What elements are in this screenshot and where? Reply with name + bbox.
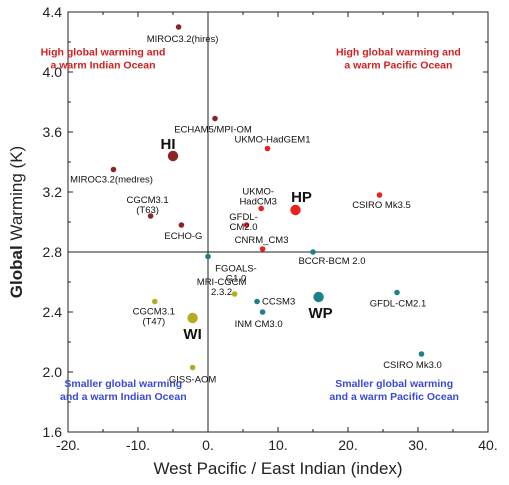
data-point-inm-cm3-0 — [259, 309, 266, 315]
point-label-mri-cgcm-2-3-2: MRI-CGCM 2.3.2 — [197, 277, 247, 298]
x-tick-label: -20. — [56, 437, 80, 453]
y-tick-label: 2.4 — [43, 304, 63, 320]
point-label-inm-cm3-0: INM CM3.0 — [235, 319, 283, 330]
quadrant-label-wi: Smaller global warming and a warm Indian … — [60, 378, 187, 403]
y-axis-label: Global Warming (K) — [7, 146, 26, 298]
axis-ticks: -20. -10. 0. 10. 20. 30. 40. 1.6 2.0 2.4 2.8 3.2 3.6… — [43, 4, 498, 453]
data-point-hp — [290, 204, 301, 216]
x-tick-label: -10. — [126, 437, 150, 453]
data-point-echo-g — [178, 222, 185, 228]
data-point-mri-cgcm-2-3-2 — [231, 291, 238, 297]
point-label-echam5-mpi-om: ECHAM5/MPI-OM — [174, 125, 252, 136]
data-point-ccsm3 — [254, 298, 260, 305]
point-label-ccsm3: CCSM3 — [262, 297, 295, 308]
data-point-cgcm3-1-t47- — [152, 298, 158, 305]
point-label-hp: HP — [291, 189, 312, 206]
data-point-miroc3-2-medres- — [110, 166, 117, 173]
point-label-wi: WI — [183, 326, 201, 343]
y-tick-label: 4.4 — [43, 4, 63, 20]
y-tick-label: 3.6 — [43, 124, 63, 140]
quadrant-label-hi: High global warming and a warm Indian Oce… — [41, 47, 166, 72]
data-point-ukmo-hadgem1 — [264, 145, 271, 152]
data-point-fgoals-g1-0 — [205, 253, 211, 260]
quadrant-label-hp: High global warming and a warm Pacific Oc… — [336, 47, 461, 72]
point-label-giss-aom: GISS-AOM — [169, 375, 217, 386]
point-label-csiro-mk3-5: CSIRO Mk3.5 — [352, 200, 411, 211]
x-tick-label: 30. — [408, 437, 427, 453]
y-tick-label: 2.0 — [43, 364, 63, 380]
y-axis-label-rest: Warming (K) — [7, 146, 26, 246]
data-point-wi — [187, 312, 198, 324]
y-tick-label: 3.2 — [43, 184, 63, 200]
data-point-csiro-mk3-0 — [418, 351, 425, 357]
data-point-gfdl-cm2-0 — [243, 222, 250, 228]
x-tick-label: 10. — [268, 437, 287, 453]
point-label-gfdl-cm2-1: GFDL-CM2.1 — [370, 299, 426, 310]
data-point-csiro-mk3-5 — [376, 192, 383, 198]
point-label-miroc3-2-hires-: MIROC3.2(hires) — [147, 34, 219, 45]
quadrant-label-wp: Smaller global warming and a warm Pacific… — [329, 378, 459, 403]
data-points — [110, 24, 425, 371]
point-label-hi: HI — [161, 136, 176, 153]
reference-lines — [68, 12, 488, 432]
x-tick-label: 40. — [478, 437, 497, 453]
point-label-cgcm3-1-t47-: CGCM3.1 (T47) — [133, 307, 175, 328]
data-point-hi — [167, 150, 179, 162]
point-label-csiro-mk3-0: CSIRO Mk3.0 — [383, 360, 442, 371]
point-label-gfdl-cm2-0: GFDL-CM2.0 — [229, 212, 258, 233]
point-label-cnrm-cm3: CNRM_CM3 — [235, 235, 289, 246]
data-point-wp — [313, 291, 324, 303]
x-tick-label: 0. — [202, 437, 214, 453]
point-label-cgcm3-1-t63-: CGCM3.1 (T63) — [126, 195, 168, 216]
data-point-cnrm-cm3 — [259, 246, 266, 252]
point-label-bccr-bcm-2-0: BCCR-BCM 2.0 — [298, 256, 365, 267]
y-tick-label: 1.6 — [43, 424, 63, 440]
point-label-miroc3-2-medres-: MIROC3.2(medres) — [70, 175, 153, 186]
data-point-echam5-mpi-om — [212, 115, 218, 122]
data-point-bccr-bcm-2-0 — [310, 249, 316, 255]
point-label-echo-g: ECHO-G — [164, 231, 202, 242]
x-axis-label: West Pacific / East Indian (index) — [153, 459, 402, 478]
x-tick-label: 20. — [338, 437, 357, 453]
data-point-gfdl-cm2-1 — [394, 289, 400, 296]
data-point-miroc3-2-hires- — [175, 24, 182, 30]
point-label-wp: WP — [309, 305, 333, 322]
point-label-fgoals-g1-0: FGOALS-G1.0 — [215, 264, 257, 285]
y-tick-label: 2.8 — [43, 244, 63, 260]
data-point-cgcm3-1-t63- — [147, 213, 154, 219]
point-label-ukmo-hadgem1: UKMO-HadGEM1 — [234, 135, 310, 146]
quadrant-labels: High global warming and a warm Indian Oce… — [41, 47, 461, 404]
data-point-giss-aom — [189, 364, 196, 371]
y-axis-label-bold: Global — [7, 245, 26, 298]
data-point-ukmo-hadcm3 — [258, 205, 265, 212]
y-tick-label: 4.0 — [43, 64, 63, 80]
point-label-ukmo-hadcm3: UKMO-HadCM3 — [239, 187, 277, 208]
